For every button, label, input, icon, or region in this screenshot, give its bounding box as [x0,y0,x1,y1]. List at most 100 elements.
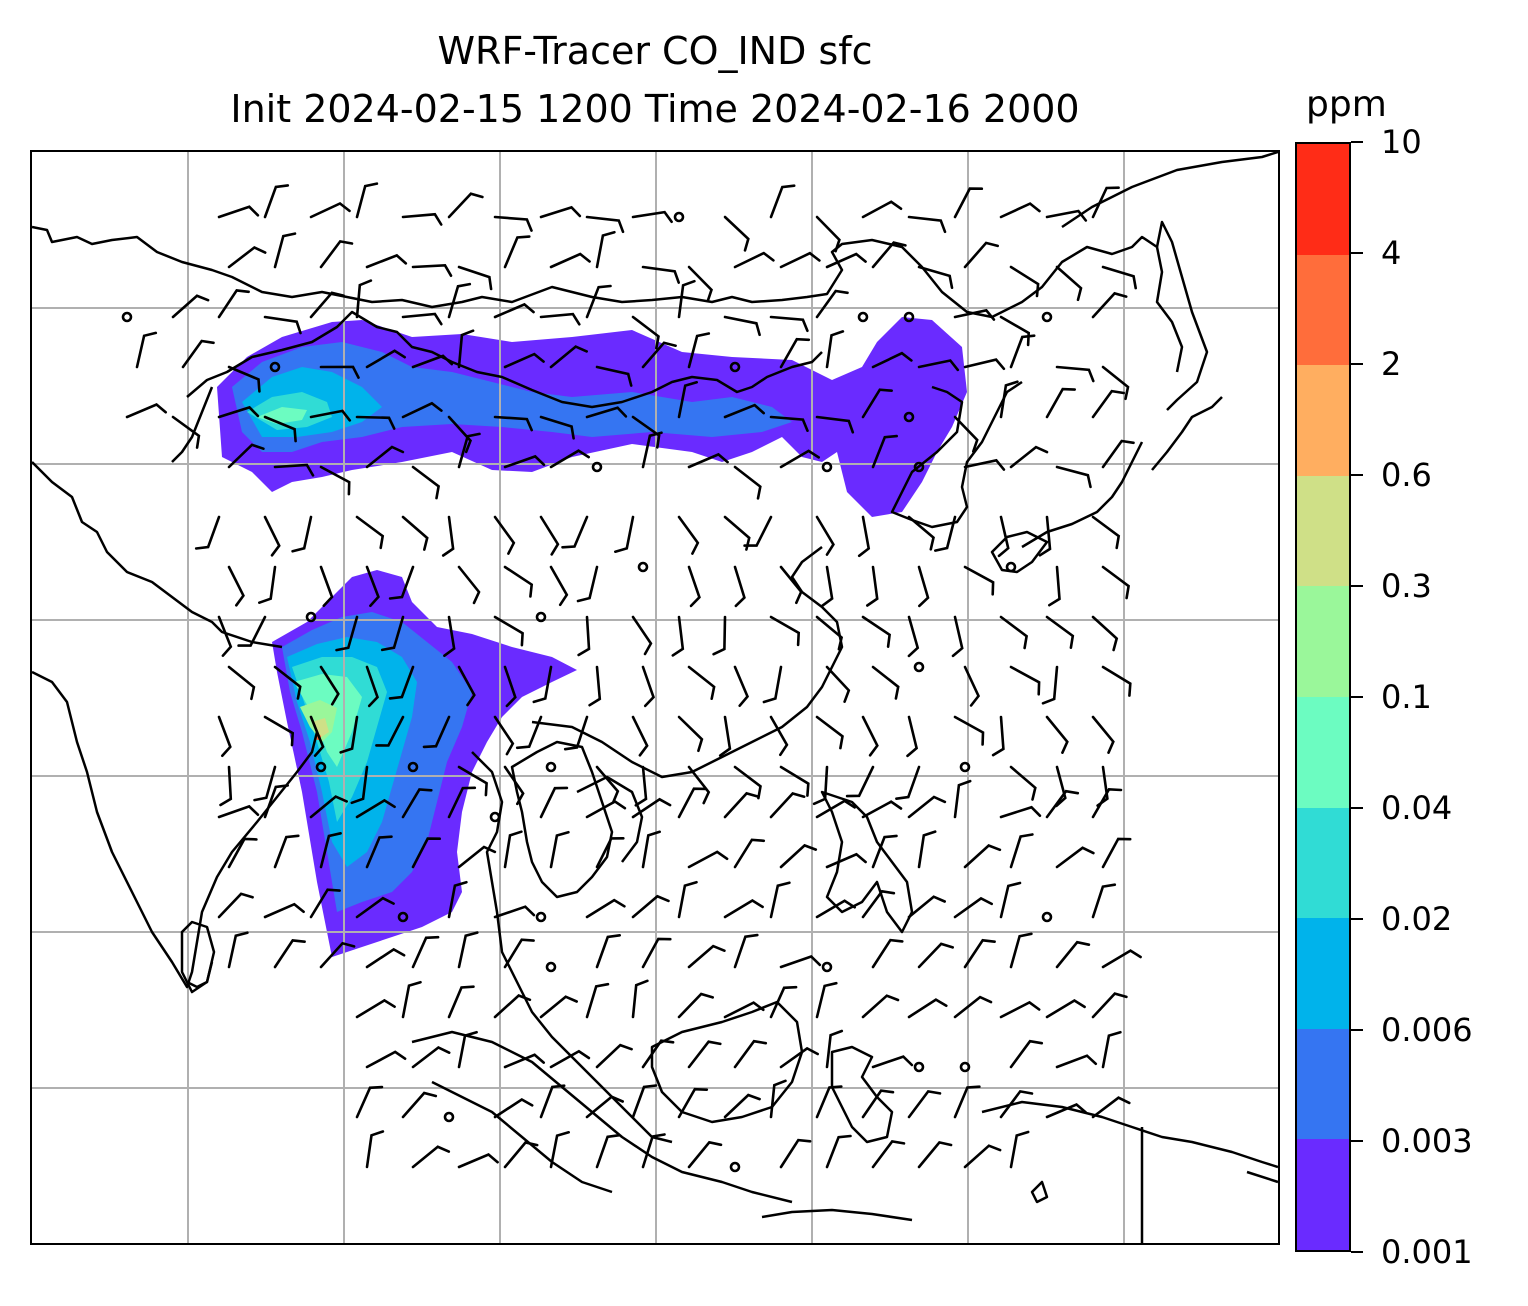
wind-barb [493,302,535,319]
wind-barb [227,837,258,869]
wind-barb [227,665,256,701]
colorbar-tick [1351,918,1363,920]
coastlines [32,152,1278,1243]
wind-barb [999,380,1019,419]
wind-barb [263,184,290,219]
wind-barb-calm [535,911,547,923]
wind-barb [401,515,429,551]
wind-barb-calm [913,661,925,673]
wind-barb [631,979,649,1019]
wind-barb [769,184,796,219]
wind-barb [963,665,981,707]
wind-barb [273,834,300,869]
wind-barb [1055,846,1095,869]
wind-barb [821,565,834,607]
wind-barb [907,795,947,819]
wind-barb [1091,291,1128,319]
wind-barb [549,1049,591,1069]
wind-barb [861,388,893,419]
wind-barb [253,765,277,802]
wind-barb [181,339,215,369]
wind-barb [339,715,359,754]
wind-barb [217,804,260,819]
wind-barb [1055,265,1083,302]
wind-barb [641,830,661,869]
wind-barb [443,615,456,657]
wind-barb [812,765,829,806]
wind-barb [217,289,250,319]
wind-barb [723,1093,761,1119]
wind-barb [563,715,589,751]
wind-barb [355,896,395,919]
wind-barb [779,1046,819,1069]
wind-barb [779,765,810,797]
wind-barb [515,715,543,750]
wind-barb [447,192,484,219]
wind-barb [1091,715,1115,754]
wind-barb [585,982,610,1019]
wind-barb [963,843,1002,869]
colorbar-tick-label: 0.1 [1381,678,1432,716]
wind-barb [335,615,359,652]
colorbar-segment [1297,918,1349,1029]
wind-barb [677,279,696,319]
wind-barb [585,215,625,234]
wind-barb [631,1084,658,1119]
wind-barb [871,241,907,269]
wind-barb [687,944,726,969]
wind-barb [401,788,433,819]
wind-barb [631,797,672,819]
wind-barb [779,1138,812,1169]
wind-barb [733,665,750,707]
colorbar-segment [1297,365,1349,476]
wind-barb [457,329,475,369]
wind-barb [999,1089,1034,1119]
wind-barb [895,765,921,800]
wind-barb [291,515,313,553]
wind-barb-calm [1005,561,1017,573]
colorbar-unit: ppm [1306,84,1387,125]
wind-barb [825,252,867,269]
colorbar-tick-label: 0.001 [1381,1233,1473,1271]
wind-barb [365,1130,385,1169]
wind-barb [723,898,764,919]
colorbar-tick [1351,141,1363,143]
wind-barb [263,315,302,335]
wind-barb-calm [913,1061,925,1073]
wind-barb [861,715,879,757]
wind-barb [576,565,599,603]
wind-barb [561,515,589,549]
wind-barb [1009,932,1033,969]
wind-barb [1101,837,1132,869]
wind-barb [743,515,773,547]
wind-barb [861,1089,895,1119]
wind-barb [687,765,711,805]
wind-barb [677,381,698,419]
wind-barb [217,715,232,758]
wind-barb [365,835,393,869]
wind-barb [365,665,379,708]
wind-barb-calm [673,211,685,223]
wind-barb-calm [857,311,869,323]
wind-barb [365,253,408,269]
colorbar-tick-label: 0.3 [1381,567,1432,605]
wind-barb [641,665,655,708]
wind-barb [769,985,798,1019]
wind-barb [866,565,879,607]
wind-barb [1045,715,1069,754]
wind-barb [641,431,663,469]
wind-barb [493,615,524,647]
wind-barb [963,1144,1002,1169]
colorbar-segment [1297,807,1349,919]
wind-barb [217,405,260,419]
wind-barb [401,980,422,1019]
wind-barb [457,665,476,707]
wind-barb [227,365,261,393]
wind-barb [687,332,711,369]
wind-barb [953,308,996,321]
wind-barb [263,415,297,443]
wind-barb [1045,998,1086,1019]
wind-barb [641,341,677,369]
colorbar-tick-label: 10 [1381,123,1422,161]
wind-barb [227,443,265,469]
